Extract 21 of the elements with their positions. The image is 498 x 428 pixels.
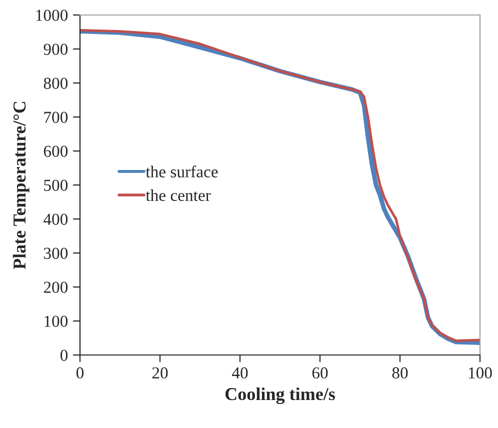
y-tick-label: 700 [44, 112, 68, 123]
y-tick-label: 0 [60, 350, 68, 361]
y-tick-label: 200 [44, 282, 68, 293]
y-tick-label: 500 [44, 180, 68, 191]
x-tick-label: 100 [468, 367, 492, 379]
y-tick-label: 300 [44, 248, 68, 259]
legend-label: the surface [146, 166, 218, 178]
x-tick-label: 40 [232, 367, 248, 379]
y-tick-label: 900 [44, 44, 68, 55]
x-tick-label: 20 [152, 367, 168, 379]
x-axis-title: Cooling time/s [225, 387, 335, 404]
y-tick-label: 800 [44, 78, 68, 89]
y-tick-label: 600 [44, 146, 68, 157]
y-tick-label: 1000 [36, 10, 68, 21]
x-tick-label: 60 [312, 367, 328, 379]
y-tick-label: 100 [44, 316, 68, 327]
legend-label: the center [146, 189, 211, 201]
x-tick-label: 0 [76, 367, 84, 379]
x-tick-label: 80 [392, 367, 408, 379]
y-tick-label: 400 [44, 214, 68, 225]
y-axis-title: Plate Temperature/°C [12, 102, 30, 270]
